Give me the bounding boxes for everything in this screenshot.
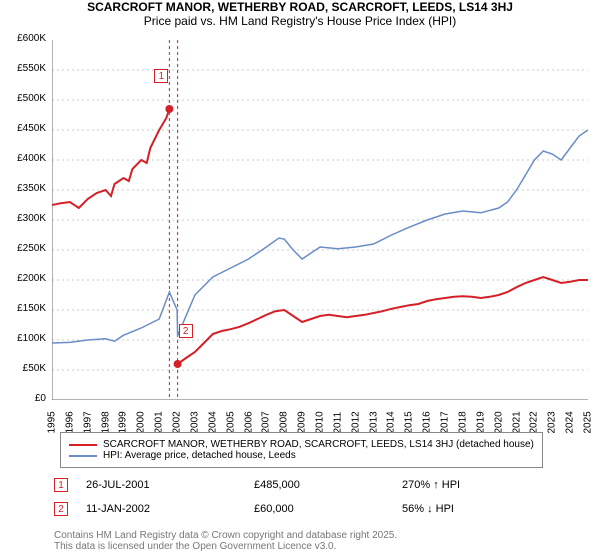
sales-table: 1 26-JUL-2001 £485,000 270% ↑ HPI 2 11-JAN-20…	[54, 478, 532, 526]
legend-label: SCARCROFT MANOR, WETHERBY ROAD, SCARCROF…	[103, 439, 534, 450]
sale-date: 11-JAN-2002	[86, 503, 236, 515]
x-tick-label: 2025	[583, 422, 594, 434]
legend-label: HPI: Average price, detached house, Leed…	[103, 450, 296, 461]
sale-price: £60,000	[254, 503, 384, 515]
chart-title: SCARCROFT MANOR, WETHERBY ROAD, SCARCROF…	[0, 0, 600, 14]
legend-item: HPI: Average price, detached house, Leed…	[69, 450, 534, 461]
sale-price: £485,000	[254, 479, 384, 491]
sale-row: 1 26-JUL-2001 £485,000 270% ↑ HPI	[54, 478, 532, 492]
sale-date: 26-JUL-2001	[86, 479, 236, 491]
chart-subtitle: Price paid vs. HM Land Registry's House …	[0, 14, 600, 28]
y-tick-label: £300K	[17, 213, 46, 224]
sale-callout-1: 1	[154, 69, 168, 83]
y-tick-label: £550K	[17, 63, 46, 74]
x-tick-label: 1995	[47, 422, 58, 434]
legend: SCARCROFT MANOR, WETHERBY ROAD, SCARCROF…	[60, 432, 543, 468]
y-tick-label: £150K	[17, 303, 46, 314]
sale-marker-box: 2	[54, 502, 68, 516]
y-tick-label: £0	[35, 393, 46, 404]
sale-row: 2 11-JAN-2002 £60,000 56% ↓ HPI	[54, 502, 532, 516]
y-tick-label: £500K	[17, 93, 46, 104]
y-tick-label: £450K	[17, 123, 46, 134]
plot-area: £0£50K£100K£150K£200K£250K£300K£350K£400…	[52, 40, 588, 400]
legend-item: SCARCROFT MANOR, WETHERBY ROAD, SCARCROF…	[69, 439, 534, 450]
x-tick-label: 2024	[565, 422, 576, 434]
legend-swatch	[69, 455, 97, 457]
y-tick-label: £100K	[17, 333, 46, 344]
y-tick-label: £250K	[17, 243, 46, 254]
y-tick-label: £400K	[17, 153, 46, 164]
sale-delta: 270% ↑ HPI	[402, 479, 532, 491]
legend-swatch	[69, 444, 97, 446]
y-tick-label: £600K	[17, 33, 46, 44]
sale-marker-box: 1	[54, 478, 68, 492]
sale-callout-2: 2	[179, 324, 193, 338]
y-tick-label: £350K	[17, 183, 46, 194]
y-tick-label: £200K	[17, 273, 46, 284]
y-tick-label: £50K	[23, 363, 46, 374]
chart-svg	[52, 40, 588, 400]
footer-attribution: Contains HM Land Registry data © Crown c…	[54, 530, 397, 552]
sale-delta: 56% ↓ HPI	[402, 503, 532, 515]
x-tick-label: 2023	[547, 422, 558, 434]
chart-container: SCARCROFT MANOR, WETHERBY ROAD, SCARCROF…	[0, 0, 600, 560]
